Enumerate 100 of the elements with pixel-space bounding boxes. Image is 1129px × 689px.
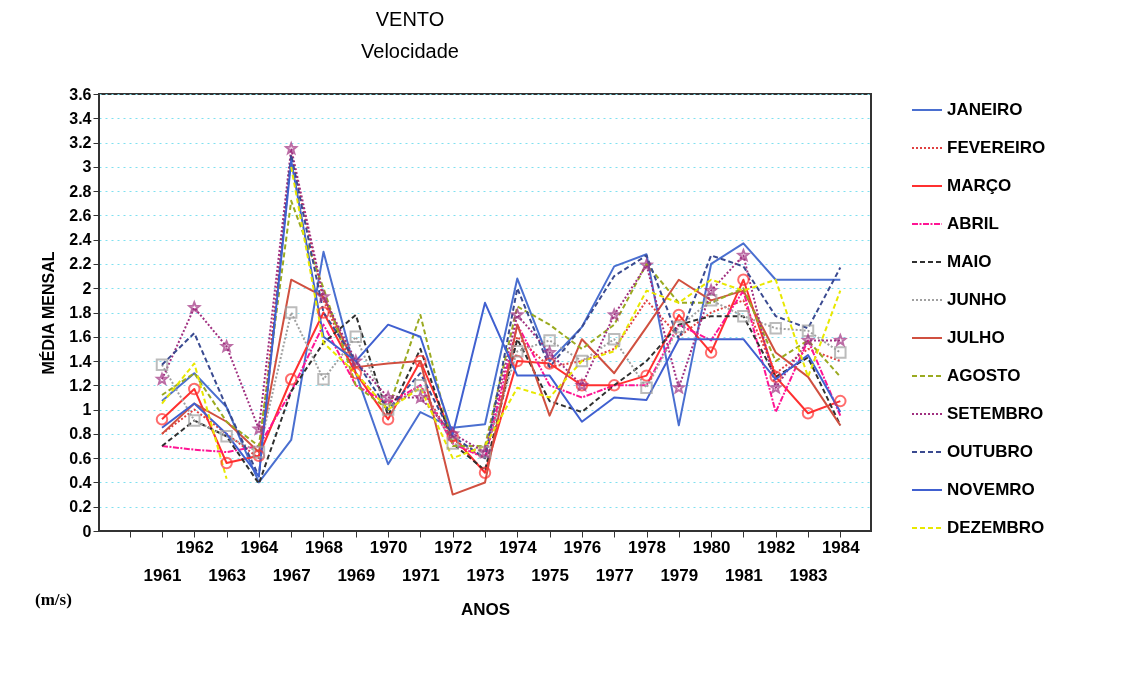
point <box>607 379 621 392</box>
legend-label: JUNHO <box>947 290 1007 309</box>
x-tick-label: 1973 <box>466 565 505 585</box>
point <box>834 394 847 408</box>
point <box>737 309 750 323</box>
x-tick-label: 1978 <box>628 537 666 557</box>
legend-label: MARÇO <box>947 176 1012 195</box>
point <box>672 308 686 322</box>
y-tick-label: 1.4 <box>69 352 92 370</box>
point <box>349 330 363 344</box>
point <box>511 308 524 321</box>
y-tick-label: 2.8 <box>69 182 92 200</box>
point <box>737 273 750 286</box>
y-tick-label: 2.2 <box>69 255 92 273</box>
point <box>769 381 782 394</box>
point <box>478 466 492 479</box>
x-tick-label: 1967 <box>272 565 311 585</box>
y-tick-label: 1.6 <box>69 328 92 346</box>
point <box>607 332 621 346</box>
point <box>381 403 395 416</box>
point <box>188 414 201 427</box>
point <box>704 346 718 359</box>
x-tick-label: 1975 <box>531 565 570 585</box>
y-tick-label: 2.6 <box>69 206 92 224</box>
point <box>284 306 298 319</box>
point <box>511 345 524 358</box>
point <box>672 320 686 334</box>
x-tick-label: 1982 <box>757 537 796 557</box>
point <box>640 381 653 395</box>
point <box>414 354 427 368</box>
point <box>769 322 782 335</box>
point <box>349 366 363 380</box>
x-tick-label: 1963 <box>208 565 246 585</box>
x-tick-label: 1974 <box>498 537 538 557</box>
line-series <box>160 242 842 484</box>
y-tick-label: 0.6 <box>69 449 92 467</box>
y-tick-label: 1.8 <box>69 304 92 321</box>
point <box>381 413 395 426</box>
legend-label: SETEMBRO <box>947 404 1044 423</box>
point <box>155 413 169 426</box>
x-tick-label: 1980 <box>692 537 731 557</box>
legend-label: NOVEMRO <box>947 480 1035 499</box>
x-tick-label: 1971 <box>401 565 440 585</box>
y-tick-label: 3.2 <box>69 134 92 152</box>
point <box>446 437 459 450</box>
point <box>801 407 815 420</box>
x-tick-label: 1981 <box>725 565 763 585</box>
text: (m/s) <box>35 590 72 610</box>
point <box>672 381 685 394</box>
x-tick-label: 1964 <box>240 537 279 557</box>
y-tick-label: 1 <box>82 401 92 419</box>
point <box>317 373 330 386</box>
point <box>801 324 815 337</box>
x-tick-label: 1976 <box>563 537 602 557</box>
x-tick-label: 1969 <box>337 565 376 585</box>
x-tick-label: 1970 <box>369 537 408 557</box>
y-tick-label: 1.2 <box>69 376 92 394</box>
point <box>511 354 524 368</box>
legend-label: MAIO <box>947 252 992 271</box>
point <box>543 357 556 370</box>
point <box>284 373 298 386</box>
point <box>252 445 266 459</box>
point <box>317 290 330 303</box>
legend-label: JULHO <box>947 328 1005 347</box>
point <box>575 354 589 368</box>
point <box>155 358 169 371</box>
point <box>834 346 847 359</box>
legend-label: ABRIL <box>947 214 999 233</box>
y-tick-label: 0.2 <box>69 498 92 516</box>
chart-subtitle: Velocidade <box>361 40 459 62</box>
y-tick-label: 0.4 <box>69 473 92 491</box>
point <box>220 456 233 470</box>
x-tick-label: 1983 <box>789 565 828 585</box>
x-tick-label: 1968 <box>305 537 343 557</box>
point <box>704 294 718 307</box>
legend-label: JANEIRO <box>947 100 1023 119</box>
y-tick-label: 3 <box>82 158 92 176</box>
legend-label: DEZEMBRO <box>947 518 1045 537</box>
point <box>769 370 782 384</box>
point <box>188 382 201 396</box>
y-tick-label: 0.8 <box>69 425 92 443</box>
x-tick-label: 1977 <box>595 565 634 585</box>
point <box>414 379 427 392</box>
x-tick-label: 1979 <box>660 565 699 585</box>
x-axis-title: ANOS <box>460 599 511 619</box>
x-tick-label: 1962 <box>175 537 214 557</box>
point <box>220 430 233 443</box>
point <box>317 306 330 319</box>
y-axis-title: MÉDIA MENSAL <box>39 251 58 375</box>
y-tick-label: 2.4 <box>69 231 92 249</box>
chart-title: VENTO <box>375 8 445 30</box>
y-tick-label: 3.4 <box>69 109 92 127</box>
x-tick-label: 1961 <box>143 565 182 585</box>
y-tick-label: 2 <box>82 279 92 297</box>
x-tick-label: 1972 <box>434 537 473 557</box>
legend-label: OUTUBRO <box>947 442 1033 461</box>
point <box>640 369 653 382</box>
x-tick-label: 1984 <box>821 537 861 557</box>
y-tick-label: 0 <box>82 522 92 540</box>
point <box>543 334 556 347</box>
